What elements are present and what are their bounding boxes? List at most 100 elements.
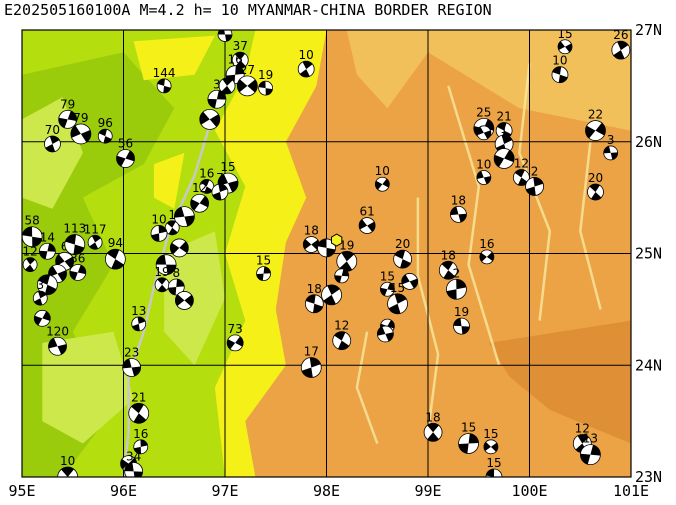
event-symbol: 14 — [38, 230, 56, 260]
event-symbol: 21 — [128, 390, 150, 424]
event-quadrant — [45, 143, 56, 152]
event-quadrant — [48, 266, 58, 277]
event-quadrant — [302, 61, 313, 70]
event-symbol: 61 — [358, 205, 376, 234]
event-symbol — [173, 206, 195, 228]
event-quadrant — [382, 178, 390, 188]
event-depth-label: 19 — [339, 238, 354, 252]
event-symbol — [334, 268, 350, 284]
event-quadrant — [450, 206, 459, 216]
event-quadrant — [367, 221, 376, 232]
event-quadrant — [235, 336, 244, 347]
event-symbol: 70 — [44, 123, 61, 153]
event-symbol: 2 — [446, 266, 467, 300]
event-quadrant — [42, 311, 51, 321]
event-quadrant — [92, 235, 101, 243]
event-quadrant — [486, 468, 495, 477]
event-quadrant — [514, 169, 525, 178]
event-symbol: 96 — [98, 116, 113, 144]
event-quadrant — [323, 294, 336, 305]
event-symbol: 19 — [258, 68, 273, 96]
event-depth-label: 10 — [476, 158, 491, 172]
event-quadrant — [338, 340, 350, 350]
event-quadrant — [32, 236, 42, 247]
event-symbol: 58 — [22, 214, 43, 248]
event-quadrant — [175, 294, 185, 306]
event-depth-label: 21 — [131, 390, 146, 404]
event-symbol: 10 — [375, 164, 390, 192]
event-quadrant — [258, 81, 266, 89]
event-depth-label: 15 — [483, 427, 498, 441]
event-quadrant — [265, 88, 273, 96]
event-quadrant — [200, 179, 210, 187]
event-quadrant — [38, 274, 50, 285]
event-depth-label: 3 — [36, 278, 44, 292]
event-quadrant — [235, 65, 245, 75]
event-quadrant — [65, 234, 76, 245]
event-quadrant — [157, 277, 167, 285]
event-depth-label: 73 — [228, 322, 243, 336]
event-depth-label: 13 — [131, 304, 146, 318]
event-quadrant — [61, 467, 74, 477]
event-quadrant — [341, 251, 355, 262]
event-quadrant — [228, 180, 239, 193]
event-symbol: 15 — [387, 281, 408, 315]
event-quadrant — [490, 442, 498, 452]
event-quadrant — [69, 270, 78, 280]
event-quadrant — [80, 130, 91, 143]
event-quadrant — [603, 146, 611, 154]
event-quadrant — [174, 207, 185, 218]
epicenter-marker — [331, 233, 343, 247]
event-quadrant — [131, 366, 141, 377]
event-quadrant — [184, 215, 195, 227]
event-quadrant — [309, 357, 321, 368]
event-symbol: 73 — [226, 322, 244, 352]
event-quadrant — [557, 41, 566, 50]
terrain-lowland-light — [164, 231, 225, 366]
event-quadrant — [533, 177, 544, 187]
event-quadrant — [64, 256, 74, 269]
event-depth-label: 12 — [22, 245, 37, 259]
event-quadrant — [199, 195, 209, 208]
event-symbol: 19 — [154, 265, 170, 293]
page-title: E202505160100A M=4.2 h= 10 MYANMAR-CHINA… — [4, 1, 492, 19]
event-depth-label: 37 — [233, 39, 248, 53]
event-quadrant — [204, 186, 213, 194]
event-quadrant — [125, 150, 135, 162]
event-symbol: 15 — [256, 254, 271, 282]
event-quadrant — [558, 74, 568, 83]
event-symbol: 3 — [32, 278, 48, 306]
event-quadrant — [44, 284, 57, 295]
event-quadrant — [133, 471, 143, 477]
x-tick-label: 100E — [511, 482, 547, 500]
event-quadrant — [476, 171, 484, 179]
event-depth-label: 15 — [557, 27, 572, 41]
event-depth-label: 1 — [168, 208, 176, 222]
terrain-upland — [133, 35, 215, 81]
event-depth-label: 12 — [514, 157, 529, 171]
event-quadrant — [47, 243, 56, 252]
event-quadrant — [156, 254, 167, 265]
event-quadrant — [458, 213, 467, 223]
event-depth-label: 25 — [476, 105, 491, 119]
event-quadrant — [55, 254, 65, 266]
event-quadrant — [483, 130, 491, 139]
event-quadrant — [256, 273, 264, 281]
event-quadrant — [49, 135, 60, 144]
event-symbol: 17 — [300, 344, 322, 378]
event-symbol: 15 — [380, 269, 395, 297]
event-quadrant — [107, 249, 120, 260]
event-quadrant — [595, 122, 606, 136]
event-quadrant — [341, 269, 349, 277]
event-symbol: 13 — [580, 432, 601, 466]
event-symbol — [36, 274, 58, 296]
event-quadrant — [212, 192, 222, 201]
y-tick-label: 26N — [635, 133, 662, 151]
event-quadrant — [58, 117, 68, 128]
event-depth-label: 113 — [63, 222, 86, 236]
event-depth-label: 120 — [46, 324, 69, 338]
event-symbol: 94 — [104, 236, 126, 270]
event-quadrant — [111, 259, 124, 270]
terrain-valley — [447, 85, 501, 366]
event-symbol: 27 — [236, 63, 258, 97]
